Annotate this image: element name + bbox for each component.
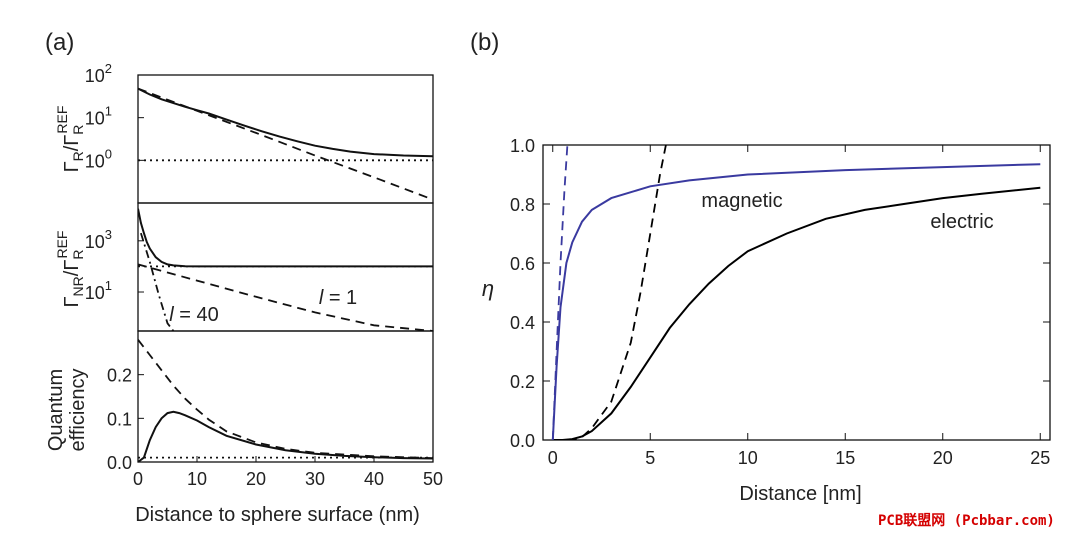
x-tick-label: 50 [423,469,443,489]
magnetic-series-line [551,163,1041,440]
x-tick-label: 25 [1030,448,1050,468]
y-axis-label: ΓNR/ΓRREF [54,231,86,308]
panel-a-bottom-solid-series-0 [137,410,434,463]
annotation-l-1: l = 1 [319,287,357,309]
y-tick-label: 0.0 [107,453,132,473]
panel-a-label: (a) [45,29,74,56]
panel-a-middle-series [138,208,433,331]
y-tick-label: 0.6 [510,254,535,274]
x-axis-label: Distance [nm] [739,483,861,505]
x-tick-label: 5 [645,448,655,468]
y-tick-label: 0.0 [510,431,535,451]
x-tick-label: 10 [187,469,207,489]
panel-a-bottom-frame [137,330,434,463]
x-tick-label: 10 [738,448,758,468]
y-tick-label: 101 [85,104,112,129]
y-tick-label: 0.4 [510,313,535,333]
x-tick-label: 20 [933,448,953,468]
panel-b-frame [542,144,1051,441]
y-tick-label: 0.1 [107,409,132,429]
panel-a-top-solid-series-0 [137,87,434,158]
y-tick-label: 0.2 [107,366,132,386]
panel-b-series [551,145,1041,440]
y-tick-label: 103 [85,227,112,252]
x-axis-label: Distance to sphere surface (nm) [135,504,420,526]
x-tick-label: 40 [364,469,384,489]
x-tick-label: 15 [835,448,855,468]
y-axis-label: η [482,276,494,301]
panel-a-middle-dashed-series-1 [138,263,433,331]
electric-series-label: electric [930,211,993,233]
x-tick-label: 30 [305,469,325,489]
panel-a-top-dashed-series-1 [137,87,434,201]
panel-a-middle-dashdot-series-2 [140,232,175,331]
y-axis-label: Quantumefficiency [45,368,89,451]
y-tick-label: 1.0 [510,136,535,156]
panel-a-middle-solid-series-0 [138,208,433,268]
y-tick-label: 100 [85,146,112,171]
magnetic-series-label: magnetic [701,190,782,212]
panel-b-label: (b) [470,29,499,56]
y-tick-label: 0.2 [510,372,535,392]
x-tick-label: 20 [246,469,266,489]
panel-a-bottom-dashed-series-1 [137,339,434,459]
annotation-l-40: l = 40 [169,304,219,326]
y-tick-label: 101 [85,278,112,303]
y-tick-label: 0.8 [510,195,535,215]
y-tick-label: 102 [85,61,112,86]
panel-b-dashed-series-2 [552,145,667,440]
x-tick-label: 0 [133,469,143,489]
x-tick-label: 0 [548,448,558,468]
watermark: PCB联盟网 (Pcbbar.com) [878,513,1055,529]
y-axis-label: ΓR/ΓRREF [54,106,86,173]
